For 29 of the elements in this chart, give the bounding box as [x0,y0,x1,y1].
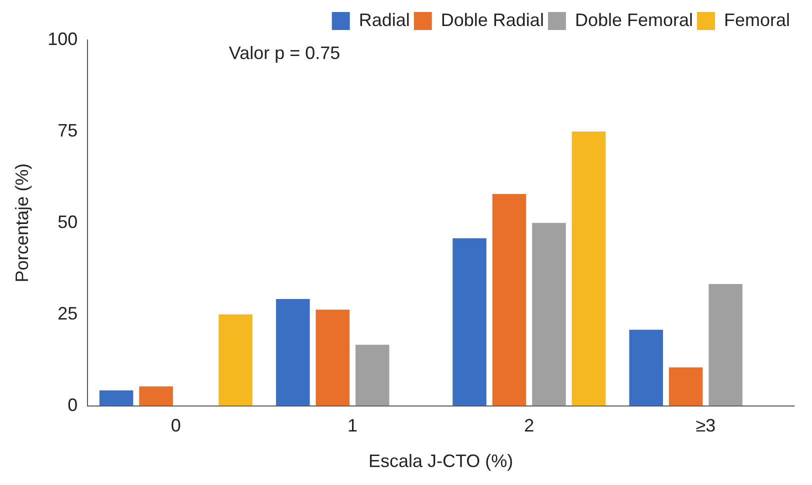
bar [452,238,486,406]
x-axis-title: Escala J-CTO (%) [368,451,514,472]
y-tick-label: 50 [58,212,78,232]
y-tick-label: 25 [58,303,78,324]
y-tick-label: 0 [68,394,78,415]
bar [316,310,350,406]
legend-label: Femoral [724,10,790,30]
legend-label: Radial [358,10,410,30]
legend-label: Doble Radial [440,10,544,30]
x-tick-label: 2 [524,416,534,436]
bar [139,386,173,406]
x-tick-label: ≥3 [696,416,716,436]
legend-label: Doble Femoral [574,10,693,30]
y-axis-title: Porcentaje (%) [12,163,32,282]
bar [356,344,390,406]
bar [276,298,310,406]
bar [99,390,134,406]
x-tick-label: 1 [348,416,358,436]
bar [218,314,252,406]
bar [708,284,742,406]
y-tick-label: 100 [48,28,78,49]
bar [668,367,703,406]
bar [629,330,663,406]
x-tick-label: 0 [170,416,181,436]
bar [492,194,526,406]
y-tick-label: 75 [58,120,78,140]
bar [572,131,606,406]
annotation: Valor p = 0.75 [228,42,340,63]
bar [532,222,566,406]
